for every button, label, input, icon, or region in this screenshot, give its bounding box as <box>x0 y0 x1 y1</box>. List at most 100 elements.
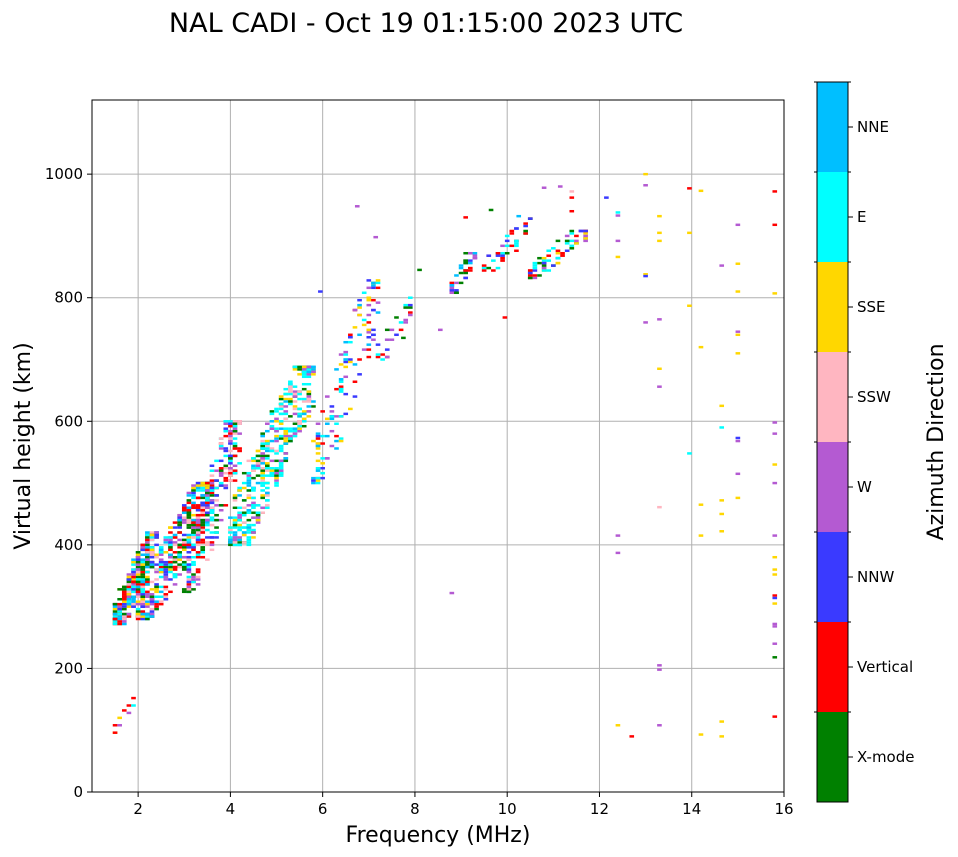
data-cell <box>495 251 501 255</box>
data-cell <box>301 387 307 391</box>
data-cell <box>191 521 196 524</box>
data-cell <box>195 568 201 571</box>
data-cell <box>288 387 293 391</box>
data-cell <box>500 256 505 260</box>
data-cell <box>209 531 215 534</box>
data-cell <box>214 504 219 507</box>
data-cell <box>135 555 141 559</box>
data-cell <box>172 555 178 559</box>
data-cell <box>154 600 159 603</box>
data-cell <box>121 595 127 598</box>
data-cell <box>191 575 196 579</box>
data-cell <box>288 390 293 393</box>
data-cell <box>126 615 132 618</box>
data-cell <box>158 585 164 589</box>
data-cell <box>218 437 224 440</box>
data-cell <box>228 422 233 425</box>
data-cell <box>297 390 302 393</box>
data-cell <box>195 526 201 529</box>
data-cell <box>228 471 233 475</box>
data-cell <box>163 588 169 591</box>
data-cell <box>315 434 321 438</box>
data-cell <box>186 585 192 589</box>
data-cell <box>311 373 316 376</box>
data-cell <box>177 555 182 559</box>
data-cell <box>140 600 146 603</box>
data-cell <box>195 543 201 547</box>
data-cell <box>348 340 353 344</box>
data-cell <box>375 281 381 285</box>
data-segment <box>643 274 648 278</box>
data-cell <box>329 429 335 433</box>
data-cell <box>177 551 182 554</box>
data-cell <box>177 516 182 519</box>
data-cell <box>168 563 173 566</box>
data-cell <box>205 528 210 532</box>
data-cell <box>228 442 233 445</box>
data-cell <box>251 506 256 510</box>
data-cell <box>145 612 150 616</box>
data-cell <box>172 568 178 571</box>
data-cell <box>251 501 256 505</box>
data-cell <box>265 499 270 502</box>
data-cell <box>186 516 192 519</box>
data-cell <box>237 536 242 539</box>
data-cell <box>145 563 150 566</box>
data-segment <box>463 216 468 219</box>
data-cell <box>532 269 538 272</box>
colorbar-tick-label: SSW <box>857 388 891 406</box>
data-cell <box>209 469 215 472</box>
data-cell <box>126 575 132 579</box>
data-cell <box>449 289 455 292</box>
data-cell <box>195 551 201 554</box>
data-cell <box>246 538 252 542</box>
data-cell <box>126 612 132 616</box>
data-cell <box>311 481 316 485</box>
data-cell <box>265 454 270 458</box>
data-cell <box>218 481 224 485</box>
data-cell <box>260 462 265 465</box>
data-cell <box>366 348 372 351</box>
data-cell <box>306 382 312 386</box>
data-cell <box>527 271 533 275</box>
data-cell <box>334 447 339 450</box>
data-cell <box>158 602 164 606</box>
data-cell <box>154 536 159 539</box>
x-tick-label: 14 <box>682 800 701 818</box>
data-cell <box>223 504 229 507</box>
data-cell <box>246 476 252 480</box>
data-segment <box>772 642 778 645</box>
data-cell <box>200 541 206 544</box>
data-cell <box>255 504 261 507</box>
data-cell <box>334 387 339 391</box>
data-cell <box>191 486 196 490</box>
data-cell <box>260 432 265 435</box>
data-cell <box>140 573 146 576</box>
data-cell <box>223 420 229 423</box>
data-cell <box>112 612 118 616</box>
data-cell <box>145 551 150 554</box>
data-cell <box>191 523 196 527</box>
data-cell <box>186 568 192 571</box>
data-cell <box>126 593 132 596</box>
data-cell <box>228 439 233 443</box>
data-cell <box>491 259 496 262</box>
data-cell <box>555 249 561 252</box>
data-cell <box>237 422 242 425</box>
data-cell <box>209 491 215 495</box>
data-cell <box>564 249 570 252</box>
data-cell <box>209 523 215 527</box>
data-cell <box>195 506 201 510</box>
data-segment <box>516 214 522 218</box>
data-cell <box>324 434 330 438</box>
data-cell <box>205 504 210 507</box>
data-cell <box>246 531 252 534</box>
data-cell <box>140 560 146 564</box>
data-cell <box>246 494 252 497</box>
data-cell <box>145 536 150 539</box>
data-cell <box>375 311 381 314</box>
data-cell <box>135 573 141 576</box>
data-cell <box>131 568 136 571</box>
data-cell <box>232 454 238 458</box>
data-cell <box>246 471 252 475</box>
